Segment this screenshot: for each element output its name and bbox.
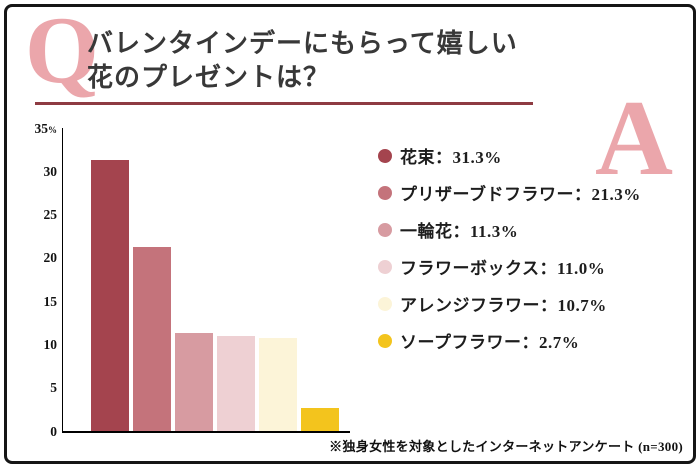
legend-item-1: 花束：31.3% (378, 147, 641, 167)
legend-label: ソープフラワー：2.7% (400, 333, 580, 352)
survey-footnote: ※独身女性を対象としたインターネットアンケート (n=300) (329, 439, 683, 454)
legend-color-dot (378, 222, 392, 237)
legend-item-4: フラワーボックス：11.0% (378, 258, 641, 278)
legend-item-3: 一輪花：11.3% (378, 221, 641, 241)
bar-3-一輪花 (175, 333, 213, 431)
legend-color-dot (378, 259, 392, 274)
y-axis-tick-label: 15 (43, 293, 58, 309)
y-axis-tick-label: 10 (43, 336, 58, 352)
chart-legend: 花束：31.3% プリザーブドフラワー：21.3% 一輪花：11.3% フラワーボック… (378, 147, 641, 352)
plot-area: 0 5 10 15 20 25 30 35% (35, 121, 350, 437)
page-frame: Q バレンタインデーにもらって嬉しい 花のプレゼントは？ A 0 5 10 15 20 2… (4, 0, 696, 464)
bar-2-プリザーブドフラワー (133, 246, 171, 431)
legend-color-dot (378, 333, 392, 348)
legend-label: 一輪花：11.3% (400, 222, 519, 241)
legend-color-dot (378, 148, 392, 163)
y-axis-tick-label: 25 (43, 206, 58, 222)
legend-label: フラワーボックス：11.0% (400, 259, 606, 278)
title-line-1: バレンタインデーにもらって嬉しい (87, 29, 518, 58)
legend-label: プリザーブドフラワー：21.3% (400, 185, 641, 204)
y-axis-tick-label: 5 (50, 379, 57, 395)
bar-6-ソープフラワー (301, 407, 339, 431)
legend-item-6: ソープフラワー：2.7% (378, 332, 641, 352)
y-axis-tick-label: 30 (43, 163, 58, 179)
bar-4-フラワーボックス (217, 335, 255, 431)
legend-item-5: アレンジフラワー：10.7% (378, 295, 641, 315)
legend-color-dot (378, 296, 392, 311)
page-title: バレンタインデーにもらって嬉しい 花のプレゼントは？ (87, 27, 518, 95)
title-underline (35, 102, 533, 105)
legend-item-2: プリザーブドフラワー：21.3% (378, 184, 641, 204)
bars-container (91, 128, 339, 431)
bar-5-アレンジフラワー (259, 338, 297, 431)
title-line-2: 花のプレゼントは？ (87, 63, 331, 92)
question-letter: Q (25, 0, 99, 103)
legend-label: アレンジフラワー：10.7% (400, 296, 607, 315)
answer-letter: A (595, 79, 673, 198)
y-axis-tick-label: 0 (50, 423, 57, 439)
y-axis-tick-label: 35% (34, 120, 58, 136)
legend-label: 花束：31.3% (400, 148, 502, 167)
bar-1-花束 (91, 160, 129, 431)
y-axis-tick-label: 20 (43, 250, 58, 266)
legend-color-dot (378, 185, 392, 200)
y-axis-unit: % (48, 124, 57, 135)
